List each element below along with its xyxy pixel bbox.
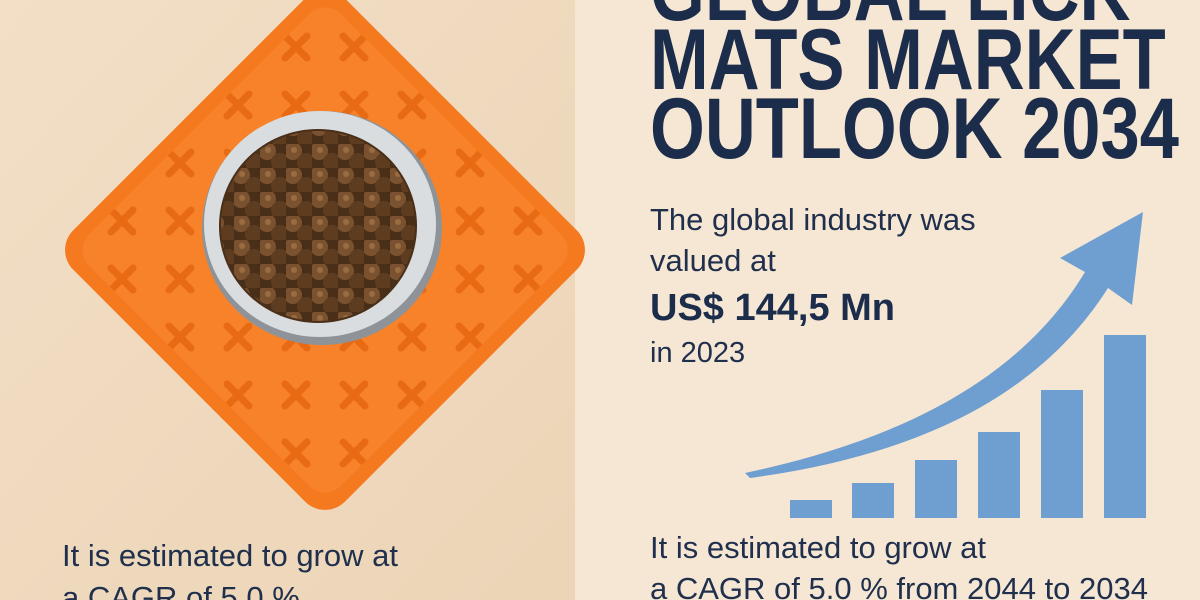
valuation-value: US$ 144,5 Mn [650,287,895,329]
valuation-year: in 2023 [650,337,745,369]
title-line: MATS MARKET [650,11,1166,107]
valuation-intro: The global industry was [650,202,976,237]
right-caption: a CAGR of 5.0 % from 2044 to 2034 [650,571,1148,600]
right-caption: It is estimated to grow at [650,530,986,565]
valuation-intro: valued at [650,243,776,278]
left-caption: a CAGR of 5.0 % [62,580,300,600]
title-line: OUTLOOK 2034 [650,80,1179,176]
left-caption: It is estimated to grow at [62,538,398,573]
growth-illustration [745,212,1146,518]
title-block: GLOBAL LICK MATS MARKET OUTLOOK 2034 [650,0,1179,177]
food-bowl [202,111,442,345]
title-line: GLOBAL LICK [650,0,1131,39]
